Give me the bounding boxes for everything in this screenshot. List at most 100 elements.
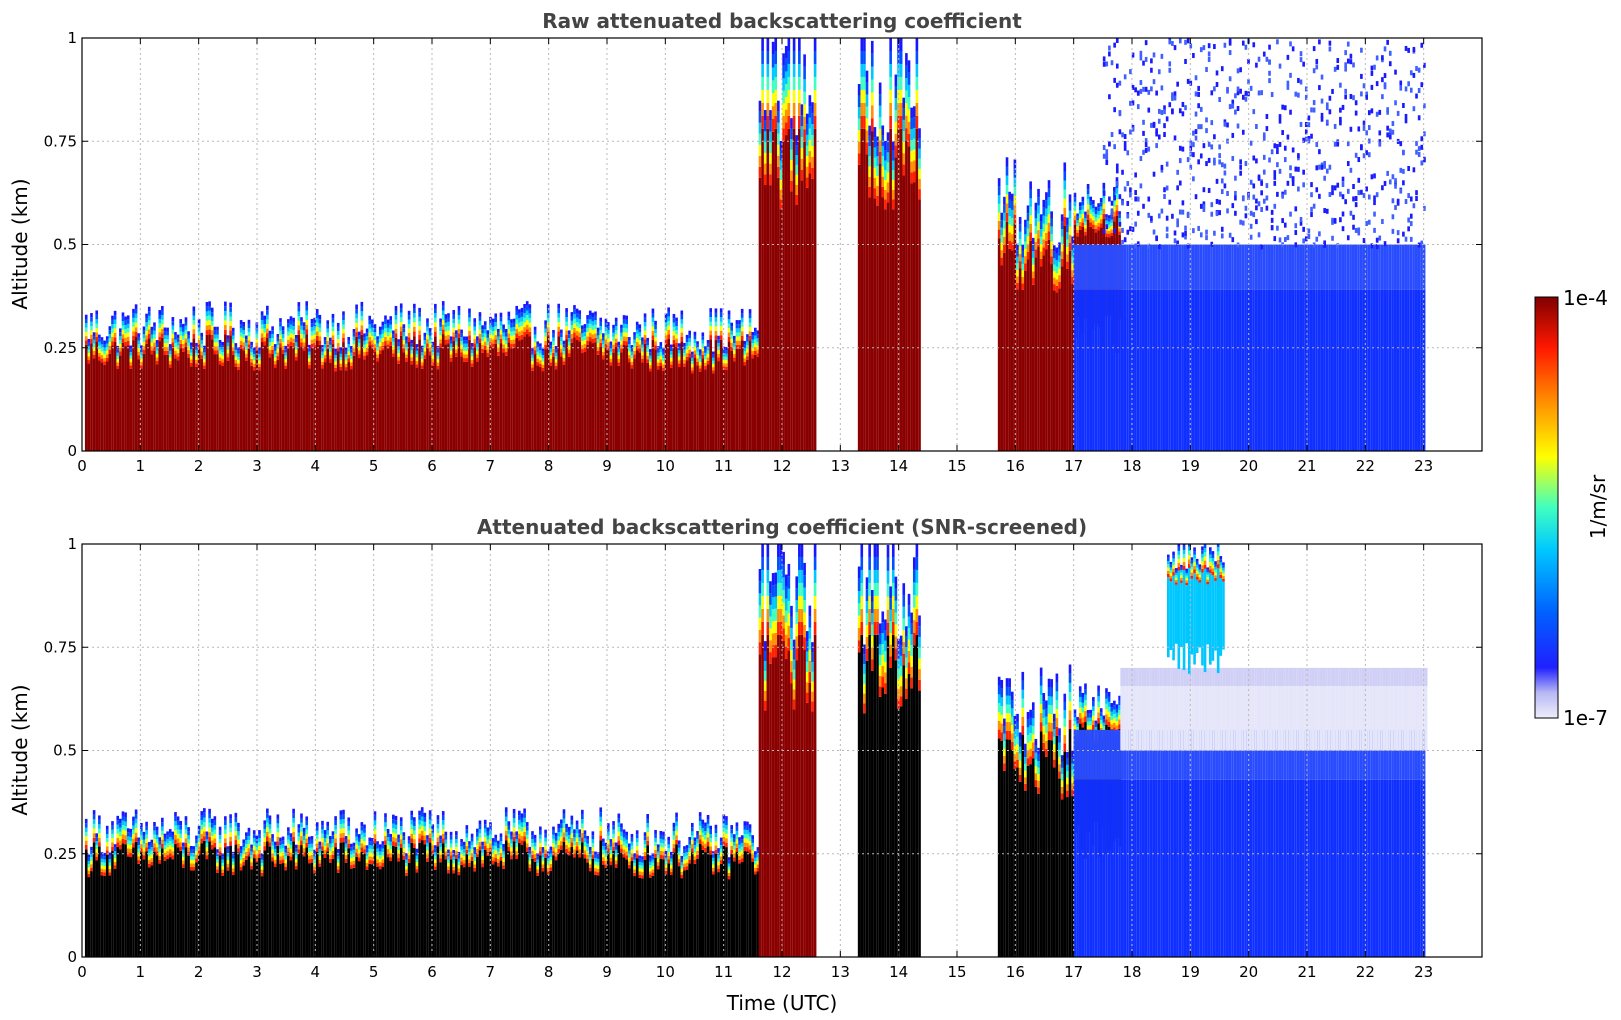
heatmap-cell [1357,227,1361,233]
heatmap-cell [912,117,916,128]
heatmap-cell [226,846,230,850]
heatmap-cell [1173,91,1177,97]
heatmap-cell [1262,132,1266,138]
heatmap-cell [371,344,374,349]
heatmap-cell [1165,215,1169,221]
heatmap-cell [771,106,775,119]
heatmap-cell [1086,194,1090,200]
heatmap-cell [1191,244,1195,290]
heatmap-cell [355,327,358,333]
heatmap-cell [1016,263,1019,270]
heatmap-cell [1286,244,1289,290]
heatmap-cell [1089,222,1093,227]
heatmap-cell [588,341,592,451]
heatmap-cell [252,360,256,364]
heatmap-cell [899,102,903,116]
heatmap-cell [628,347,631,352]
heatmap-cell [504,332,508,337]
heatmap-cell [536,365,540,451]
heatmap-cell [237,366,240,370]
heatmap-cell [515,337,519,451]
heatmap-cell [533,346,537,351]
x-tick-label: 1 [136,457,146,475]
heatmap-cell [779,160,783,171]
heatmap-cell [331,313,335,319]
heatmap-cell [216,342,219,347]
heatmap-cell [305,842,309,848]
heatmap-cell [1339,107,1342,113]
heatmap-cell [1086,183,1090,190]
heatmap-cell [158,341,162,451]
heatmap-cell [247,332,251,337]
heatmap-cell [294,360,298,451]
heatmap-cell [224,825,227,830]
heatmap-cell [1107,218,1111,222]
heatmap-cell [1181,289,1184,451]
heatmap-cell [231,343,235,348]
heatmap-cell [415,858,419,863]
heatmap-cell [1186,157,1190,163]
heatmap-cell [95,852,99,857]
heatmap-cell [431,345,435,349]
heatmap-cell [531,354,534,358]
heatmap-cell [470,359,474,364]
heatmap-cell [263,841,267,847]
heatmap-cell [116,352,120,356]
heatmap-cell [544,349,547,451]
heatmap-cell [197,829,201,834]
heatmap-cell [876,146,879,157]
heatmap-cell [457,305,461,311]
heatmap-cell [774,76,778,90]
heatmap-cell [795,135,799,146]
heatmap-cell [300,818,303,823]
heatmap-cell [1099,202,1103,207]
heatmap-cell [675,321,678,326]
heatmap-cell [525,310,529,316]
heatmap-cell [798,128,801,451]
heatmap-cell [279,860,282,864]
heatmap-cell [754,331,757,336]
heatmap-cell [643,313,647,318]
heatmap-cell [1241,129,1245,135]
heatmap-cell [213,816,217,821]
heatmap-cell [1168,244,1171,290]
heatmap-cell [452,323,456,328]
heatmap-cell [260,333,264,338]
heatmap-cell [1050,249,1053,257]
heatmap-cell [1273,289,1276,451]
heatmap-cell [868,156,871,167]
heatmap-cell [384,831,387,836]
heatmap-cell [171,839,175,844]
heatmap-cell [187,338,190,343]
heatmap-cell [226,338,230,343]
heatmap-cell [706,346,710,351]
heatmap-cell [481,325,484,330]
heatmap-cell [1423,157,1426,163]
heatmap-cell [1115,210,1119,216]
heatmap-cell [1058,255,1061,263]
heatmap-cell [260,315,264,321]
heatmap-cell [447,343,450,451]
heatmap-cell [145,335,148,340]
heatmap-cell [226,860,230,864]
heatmap-cell [1388,128,1392,134]
heatmap-cell [297,832,301,837]
heatmap-cell [609,365,613,451]
heatmap-cell [289,333,293,338]
heatmap-cell [258,347,261,351]
heatmap-cell [1115,188,1119,194]
heatmap-cell [1365,130,1368,136]
heatmap-cell [166,859,169,957]
heatmap-cell [155,826,159,831]
heatmap-cell [528,331,532,337]
heatmap-cell [554,365,558,370]
heatmap-cell [1315,187,1319,193]
heatmap-cell [394,833,398,839]
heatmap-cell [1328,109,1332,115]
heatmap-cell [166,347,169,351]
heatmap-cell [166,354,169,451]
heatmap-cell [565,308,568,313]
heatmap-cell [602,344,605,349]
heatmap-cell [208,320,211,325]
heatmap-cell [884,140,887,151]
